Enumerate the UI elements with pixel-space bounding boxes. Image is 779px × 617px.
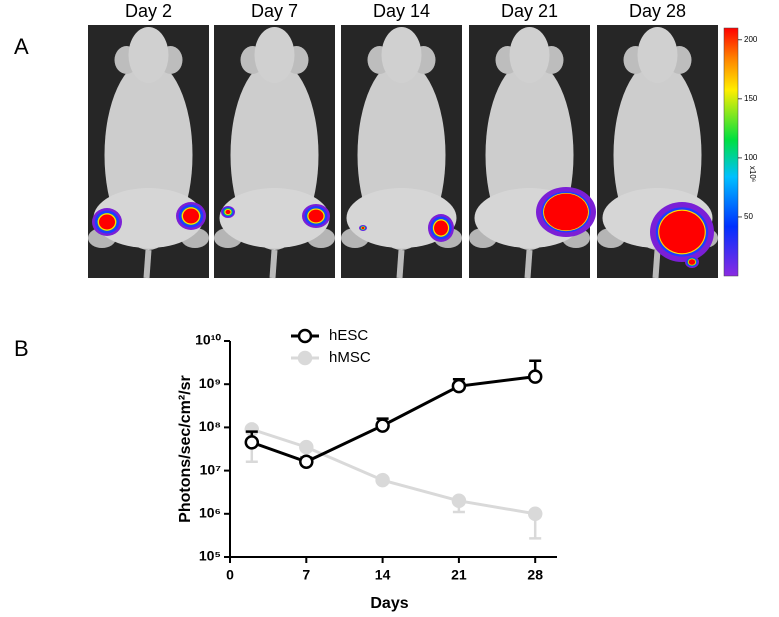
signal-blob bbox=[225, 209, 231, 215]
data-point bbox=[375, 472, 390, 488]
colorbar-tick-label: 150 bbox=[744, 94, 758, 103]
data-point bbox=[299, 454, 314, 470]
colorbar-tick-label: 50 bbox=[744, 212, 753, 221]
y-axis-label: Photons/sec/cm²/sr bbox=[177, 375, 194, 523]
mouse-tail bbox=[269, 249, 278, 279]
signal-blob bbox=[98, 214, 116, 230]
colorbar-tick-label: 200 bbox=[744, 35, 758, 44]
day-label: Day 28 bbox=[629, 1, 686, 21]
mouse-head bbox=[637, 27, 678, 83]
mouse-hip bbox=[219, 188, 330, 248]
y-tick-label: 10⁸ bbox=[199, 418, 221, 434]
data-point bbox=[527, 369, 543, 384]
signal-blob bbox=[659, 210, 705, 254]
y-tick-label: 10⁷ bbox=[200, 461, 222, 477]
colorbar-tick-label: 100 bbox=[744, 153, 758, 162]
panel-label: B bbox=[14, 336, 29, 361]
x-axis-label: Days bbox=[370, 595, 408, 612]
legend-marker bbox=[297, 350, 313, 366]
colorbar bbox=[723, 27, 739, 277]
x-tick-label: 14 bbox=[375, 567, 391, 583]
legend-label: hMSC bbox=[329, 349, 371, 366]
mouse-head bbox=[254, 27, 295, 83]
day-label: Day 7 bbox=[251, 1, 298, 21]
x-tick-label: 21 bbox=[451, 567, 467, 583]
signal-blob bbox=[182, 208, 200, 224]
mouse-tail bbox=[524, 249, 533, 279]
day-label: Day 2 bbox=[125, 1, 172, 21]
mouse-head bbox=[509, 27, 550, 83]
data-point bbox=[527, 506, 543, 522]
day-label: Day 14 bbox=[373, 1, 430, 21]
signal-blob bbox=[543, 193, 589, 231]
mouse-tail bbox=[396, 249, 405, 279]
y-tick-label: 10⁶ bbox=[199, 505, 221, 521]
series-line bbox=[251, 375, 536, 464]
signal-blob bbox=[434, 220, 448, 236]
mouse-hip bbox=[93, 188, 204, 248]
y-tick-label: 10⁵ bbox=[199, 548, 221, 564]
mouse-head bbox=[381, 27, 422, 83]
mouse-tail bbox=[652, 249, 661, 279]
mouse-tail bbox=[143, 249, 152, 279]
mouse-head bbox=[128, 27, 169, 83]
x-tick-label: 7 bbox=[302, 567, 310, 583]
signal-blob bbox=[361, 226, 365, 230]
series-line bbox=[251, 427, 536, 516]
panel-label: A bbox=[14, 34, 29, 59]
day-label: Day 21 bbox=[501, 1, 558, 21]
legend-marker bbox=[297, 328, 313, 344]
signal-blob bbox=[688, 259, 696, 265]
data-point bbox=[375, 418, 390, 433]
legend-label: hESC bbox=[329, 327, 368, 344]
colorbar-unit: x10⁶ bbox=[748, 166, 757, 182]
signal-blob bbox=[308, 209, 324, 223]
data-point bbox=[299, 439, 314, 455]
y-tick-label: 10¹⁰ bbox=[195, 332, 221, 348]
data-point bbox=[451, 493, 467, 509]
x-tick-label: 0 bbox=[226, 567, 234, 583]
data-point bbox=[244, 435, 260, 450]
y-tick-label: 10⁹ bbox=[199, 375, 221, 391]
x-tick-label: 28 bbox=[527, 567, 543, 583]
data-point bbox=[451, 378, 467, 394]
